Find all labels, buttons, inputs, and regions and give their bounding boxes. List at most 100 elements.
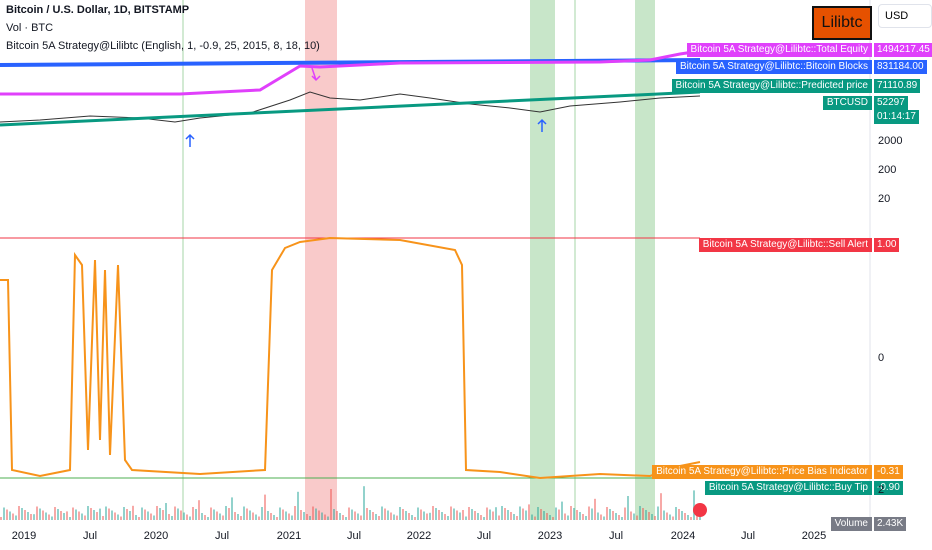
volume-bar — [438, 510, 440, 520]
volume-bar — [486, 507, 488, 520]
volume-bar — [30, 514, 32, 520]
label-value: 831184.00 — [874, 60, 927, 74]
volume-bar — [309, 516, 311, 520]
volume-bar — [177, 508, 179, 520]
volume-bar — [153, 515, 155, 520]
x-tick-label: Jul — [82, 530, 98, 542]
volume-bar — [228, 508, 230, 520]
volume-bar — [243, 506, 245, 520]
volume-bar — [660, 493, 662, 520]
volume-bar — [267, 511, 269, 520]
volume-bar — [693, 490, 695, 520]
volume-bar — [375, 514, 377, 520]
volume-bar — [258, 516, 260, 520]
volume-bar — [429, 512, 431, 520]
volume-bar — [225, 506, 227, 520]
y-tick-label: 200 — [878, 164, 897, 176]
volume-bar — [612, 511, 614, 520]
volume-bar — [261, 507, 263, 520]
volume-bar — [459, 512, 461, 520]
volume-bar — [66, 511, 68, 520]
volume-bar — [402, 509, 404, 520]
volume-bar — [609, 509, 611, 520]
volume-bar — [12, 513, 14, 520]
volume-bar — [351, 509, 353, 520]
x-tick-label: 2021 — [276, 530, 302, 542]
volume-bar — [585, 516, 587, 520]
volume-bar — [285, 511, 287, 520]
volume-bar — [333, 509, 335, 520]
volume-bar — [0, 517, 2, 520]
volume-bar — [360, 515, 362, 520]
volume-title: Vol · BTC — [6, 22, 54, 34]
volume-bar — [279, 507, 281, 520]
volume-bar — [132, 505, 134, 520]
volume-bar — [507, 510, 509, 520]
volume-bars — [0, 486, 701, 520]
volume-bar — [471, 509, 473, 520]
volume-bar — [498, 515, 500, 520]
volume-bar — [531, 514, 533, 520]
volume-bar — [120, 516, 122, 520]
volume-bar — [189, 516, 191, 520]
volume-bar — [126, 509, 128, 520]
equity-line — [0, 49, 701, 96]
currency-button[interactable]: USD — [878, 4, 932, 28]
volume-bar — [48, 514, 50, 520]
volume-bar — [36, 506, 38, 520]
flag-icon — [693, 503, 707, 517]
volume-bar — [552, 517, 554, 520]
volume-bar — [159, 508, 161, 520]
label-name: Bitcoin 5A Strategy@Lilibtc::Buy Tip — [704, 481, 872, 495]
volume-bar — [372, 512, 374, 520]
volume-bar — [600, 514, 602, 520]
label-value: 1494217.45 — [874, 43, 932, 57]
volume-bar — [105, 506, 107, 520]
y-tick-label: 20 — [878, 193, 891, 205]
x-tick-label: 2020 — [143, 530, 169, 542]
volume-bar — [567, 515, 569, 520]
volume-bar — [246, 508, 248, 520]
volume-bar — [234, 512, 236, 520]
volume-bar — [381, 506, 383, 520]
label-name: Bitcoin 5A Strategy@Lilibtc::Bitcoin Blo… — [675, 60, 872, 74]
volume-bar — [501, 506, 503, 520]
volume-bar — [378, 516, 380, 520]
volume-bar — [357, 513, 359, 520]
volume-bar — [462, 510, 464, 520]
volume-bar — [84, 515, 86, 520]
volume-bar — [45, 512, 47, 520]
buy-zone — [635, 0, 655, 520]
volume-bar — [96, 512, 98, 520]
volume-bar — [651, 514, 653, 520]
volume-bar — [675, 507, 677, 520]
volume-bar — [411, 515, 413, 520]
label-name: Bitcoin 5A Strategy@Lilibtc::Total Equit… — [686, 43, 872, 57]
x-tick-label: Jul — [608, 530, 624, 542]
volume-bar — [540, 509, 542, 520]
volume-bar — [195, 509, 197, 520]
volume-bar — [579, 512, 581, 520]
volume-bar — [9, 511, 11, 520]
indicator-title: Bitcoin 5A Strategy@Lilibtc (English, 1,… — [6, 40, 320, 52]
label-name: Bitcoin 5A Strategy@Lilibtc::Price Bias … — [652, 465, 872, 479]
volume-bar — [417, 507, 419, 520]
volume-bar — [114, 512, 116, 520]
volume-bar — [678, 509, 680, 520]
volume-bar — [150, 513, 152, 520]
volume-bar — [60, 511, 62, 520]
volume-bar — [264, 494, 266, 520]
volume-bar — [573, 508, 575, 520]
volume-bar — [33, 514, 35, 520]
volume-bar — [597, 512, 599, 520]
volume-bar — [237, 514, 239, 520]
label-value: -0.31 — [874, 465, 903, 479]
volume-bar — [516, 516, 518, 520]
y-tick-label: 2000 — [878, 135, 903, 147]
volume-bar — [27, 512, 29, 520]
volume-bar — [480, 515, 482, 520]
volume-bar — [687, 515, 689, 520]
volume-bar — [210, 507, 212, 520]
countdown: 01:14:17 — [874, 110, 919, 124]
volume-bar — [642, 508, 644, 520]
